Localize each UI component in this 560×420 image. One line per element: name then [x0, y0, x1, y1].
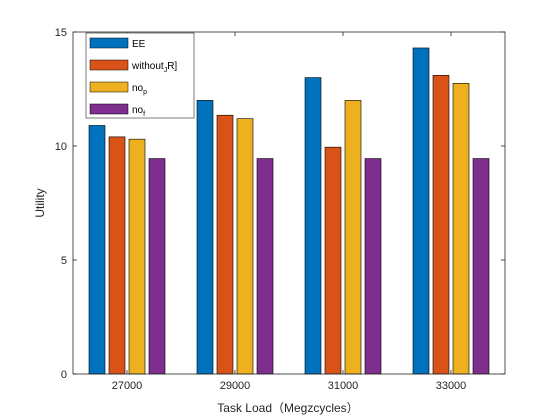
- bar-series-3-31000: [344, 100, 362, 375]
- legend-label-4: nof: [132, 105, 145, 118]
- axes-box: [72, 31, 506, 375]
- bar-series-4-29000: [256, 158, 274, 375]
- legend-label-2: withoutJR]: [131, 61, 177, 74]
- bar-series-1-27000: [88, 125, 106, 375]
- legend: EE withoutJR] nop nof: [85, 32, 195, 119]
- bar-series-2-29000: [216, 114, 234, 375]
- bar-series-3-27000: [128, 138, 146, 375]
- bar-group-29000: [196, 100, 274, 375]
- legend-swatch-3: [89, 81, 129, 93]
- bar-series-2-31000: [324, 146, 342, 375]
- legend-swatch-4: [89, 103, 129, 115]
- x-tick-label: 33000: [436, 380, 467, 392]
- legend-swatch-2: [89, 59, 129, 71]
- bar-series-1-33000: [412, 47, 430, 375]
- bar-series-4-31000: [364, 158, 382, 375]
- bar-series-2-27000: [108, 136, 126, 375]
- x-axis-label: Task Load（Megzcycles）: [217, 401, 358, 415]
- legend-label-3: nop: [132, 83, 147, 96]
- y-axis-label: Utility: [33, 188, 47, 217]
- axes: [72, 31, 506, 375]
- x-tick-label: 29000: [220, 380, 251, 392]
- bar-groups: [88, 47, 490, 375]
- x-tick-label: 31000: [328, 380, 359, 392]
- bar-group-33000: [412, 47, 490, 375]
- bar-series-4-33000: [472, 158, 490, 375]
- bar-series-3-29000: [236, 118, 254, 375]
- bar-series-2-33000: [432, 75, 450, 375]
- y-tick-label: 15: [55, 27, 67, 39]
- bar-series-3-33000: [452, 83, 470, 375]
- bar-series-1-29000: [196, 100, 214, 375]
- bar-series-1-31000: [304, 77, 322, 375]
- y-tick-label: 10: [55, 141, 67, 153]
- legend-label-1: EE: [132, 39, 146, 50]
- tick-labels: 0 5 10 15 27000 29000 31000 33000: [55, 27, 505, 392]
- y-tick-label: 5: [61, 255, 67, 267]
- legend-swatch-1: [89, 37, 129, 49]
- bar-series-4-27000: [148, 158, 166, 375]
- bar-group-27000: [88, 125, 166, 375]
- y-tick-label: 0: [61, 369, 67, 381]
- x-tick-label: 27000: [112, 380, 143, 392]
